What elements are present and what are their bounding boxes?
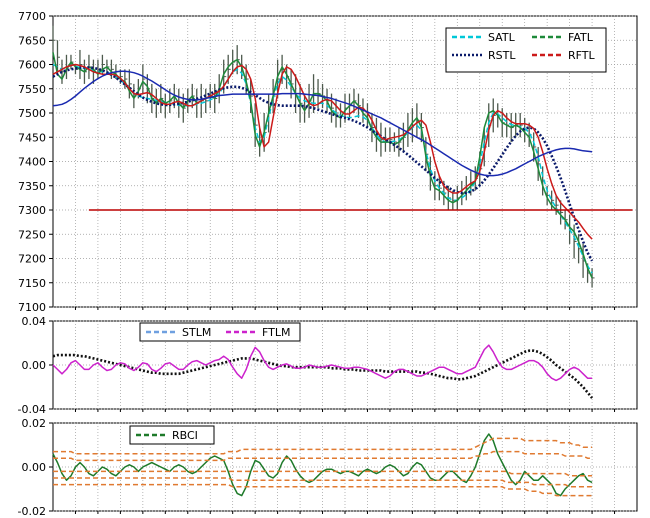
legend-label-ftlm: FTLM [262, 326, 290, 339]
legend-label-fatl: FATL [568, 31, 594, 44]
legend-label-rbci: RBCI [172, 429, 198, 442]
y-tick-label: 7200 [18, 253, 46, 266]
rbci-line-5-line [53, 483, 593, 497]
y-tick-label: 7550 [18, 83, 46, 96]
rbci-legend [129, 425, 215, 445]
y-tick-label: 0.00 [22, 359, 47, 372]
rftl-line [52, 63, 593, 240]
y-tick-label: 7700 [18, 10, 46, 23]
y-tick-label: -0.04 [18, 403, 46, 416]
legend-label-rftl: RFTL [568, 49, 595, 62]
y-tick-label: 7600 [18, 59, 46, 72]
oscillator-panel: 0.04 0.00 -0.04 STLM FTLM [18, 315, 638, 416]
y-tick-label: 0.04 [22, 315, 47, 328]
rstl-line [52, 66, 594, 262]
y-tick-label: 7650 [18, 34, 46, 47]
y-tick-label: 7350 [18, 180, 46, 193]
legend-label-satl: SATL [488, 31, 516, 44]
price-panel: 7700 7650 7600 7550 7500 7450 7400 7350 7300 7250… [18, 10, 638, 314]
y-tick-label: -0.02 [18, 505, 46, 518]
rbci-line-1-line [53, 437, 593, 455]
legend-label-rstl: RSTL [488, 49, 516, 62]
rbci-panel: 0.02 0.00 -0.02 RBCI [18, 417, 638, 518]
y-tick-label: 0.02 [22, 417, 47, 430]
price-legend [445, 27, 607, 73]
rbci-line-2-line [53, 450, 593, 462]
rbci-line-3-line [53, 470, 593, 477]
oscillator-legend [139, 322, 301, 342]
y-tick-label: 7150 [18, 277, 46, 290]
y-tick-label: 7500 [18, 107, 46, 120]
y-tick-label: 7250 [18, 228, 46, 241]
y-tick-label: 7400 [18, 156, 46, 169]
y-tick-label: 7450 [18, 131, 46, 144]
ftlm-line [52, 344, 593, 382]
legend-label-stlm: STLM [182, 326, 211, 339]
price-line-4-line [52, 70, 593, 177]
y-tick-label: 7300 [18, 204, 46, 217]
y-tick-label: 0.00 [22, 461, 47, 474]
rbci-line-4-line [53, 477, 593, 488]
y-tick-label: 7100 [18, 301, 46, 314]
satl-line [52, 63, 593, 274]
rbci-line [52, 433, 593, 497]
